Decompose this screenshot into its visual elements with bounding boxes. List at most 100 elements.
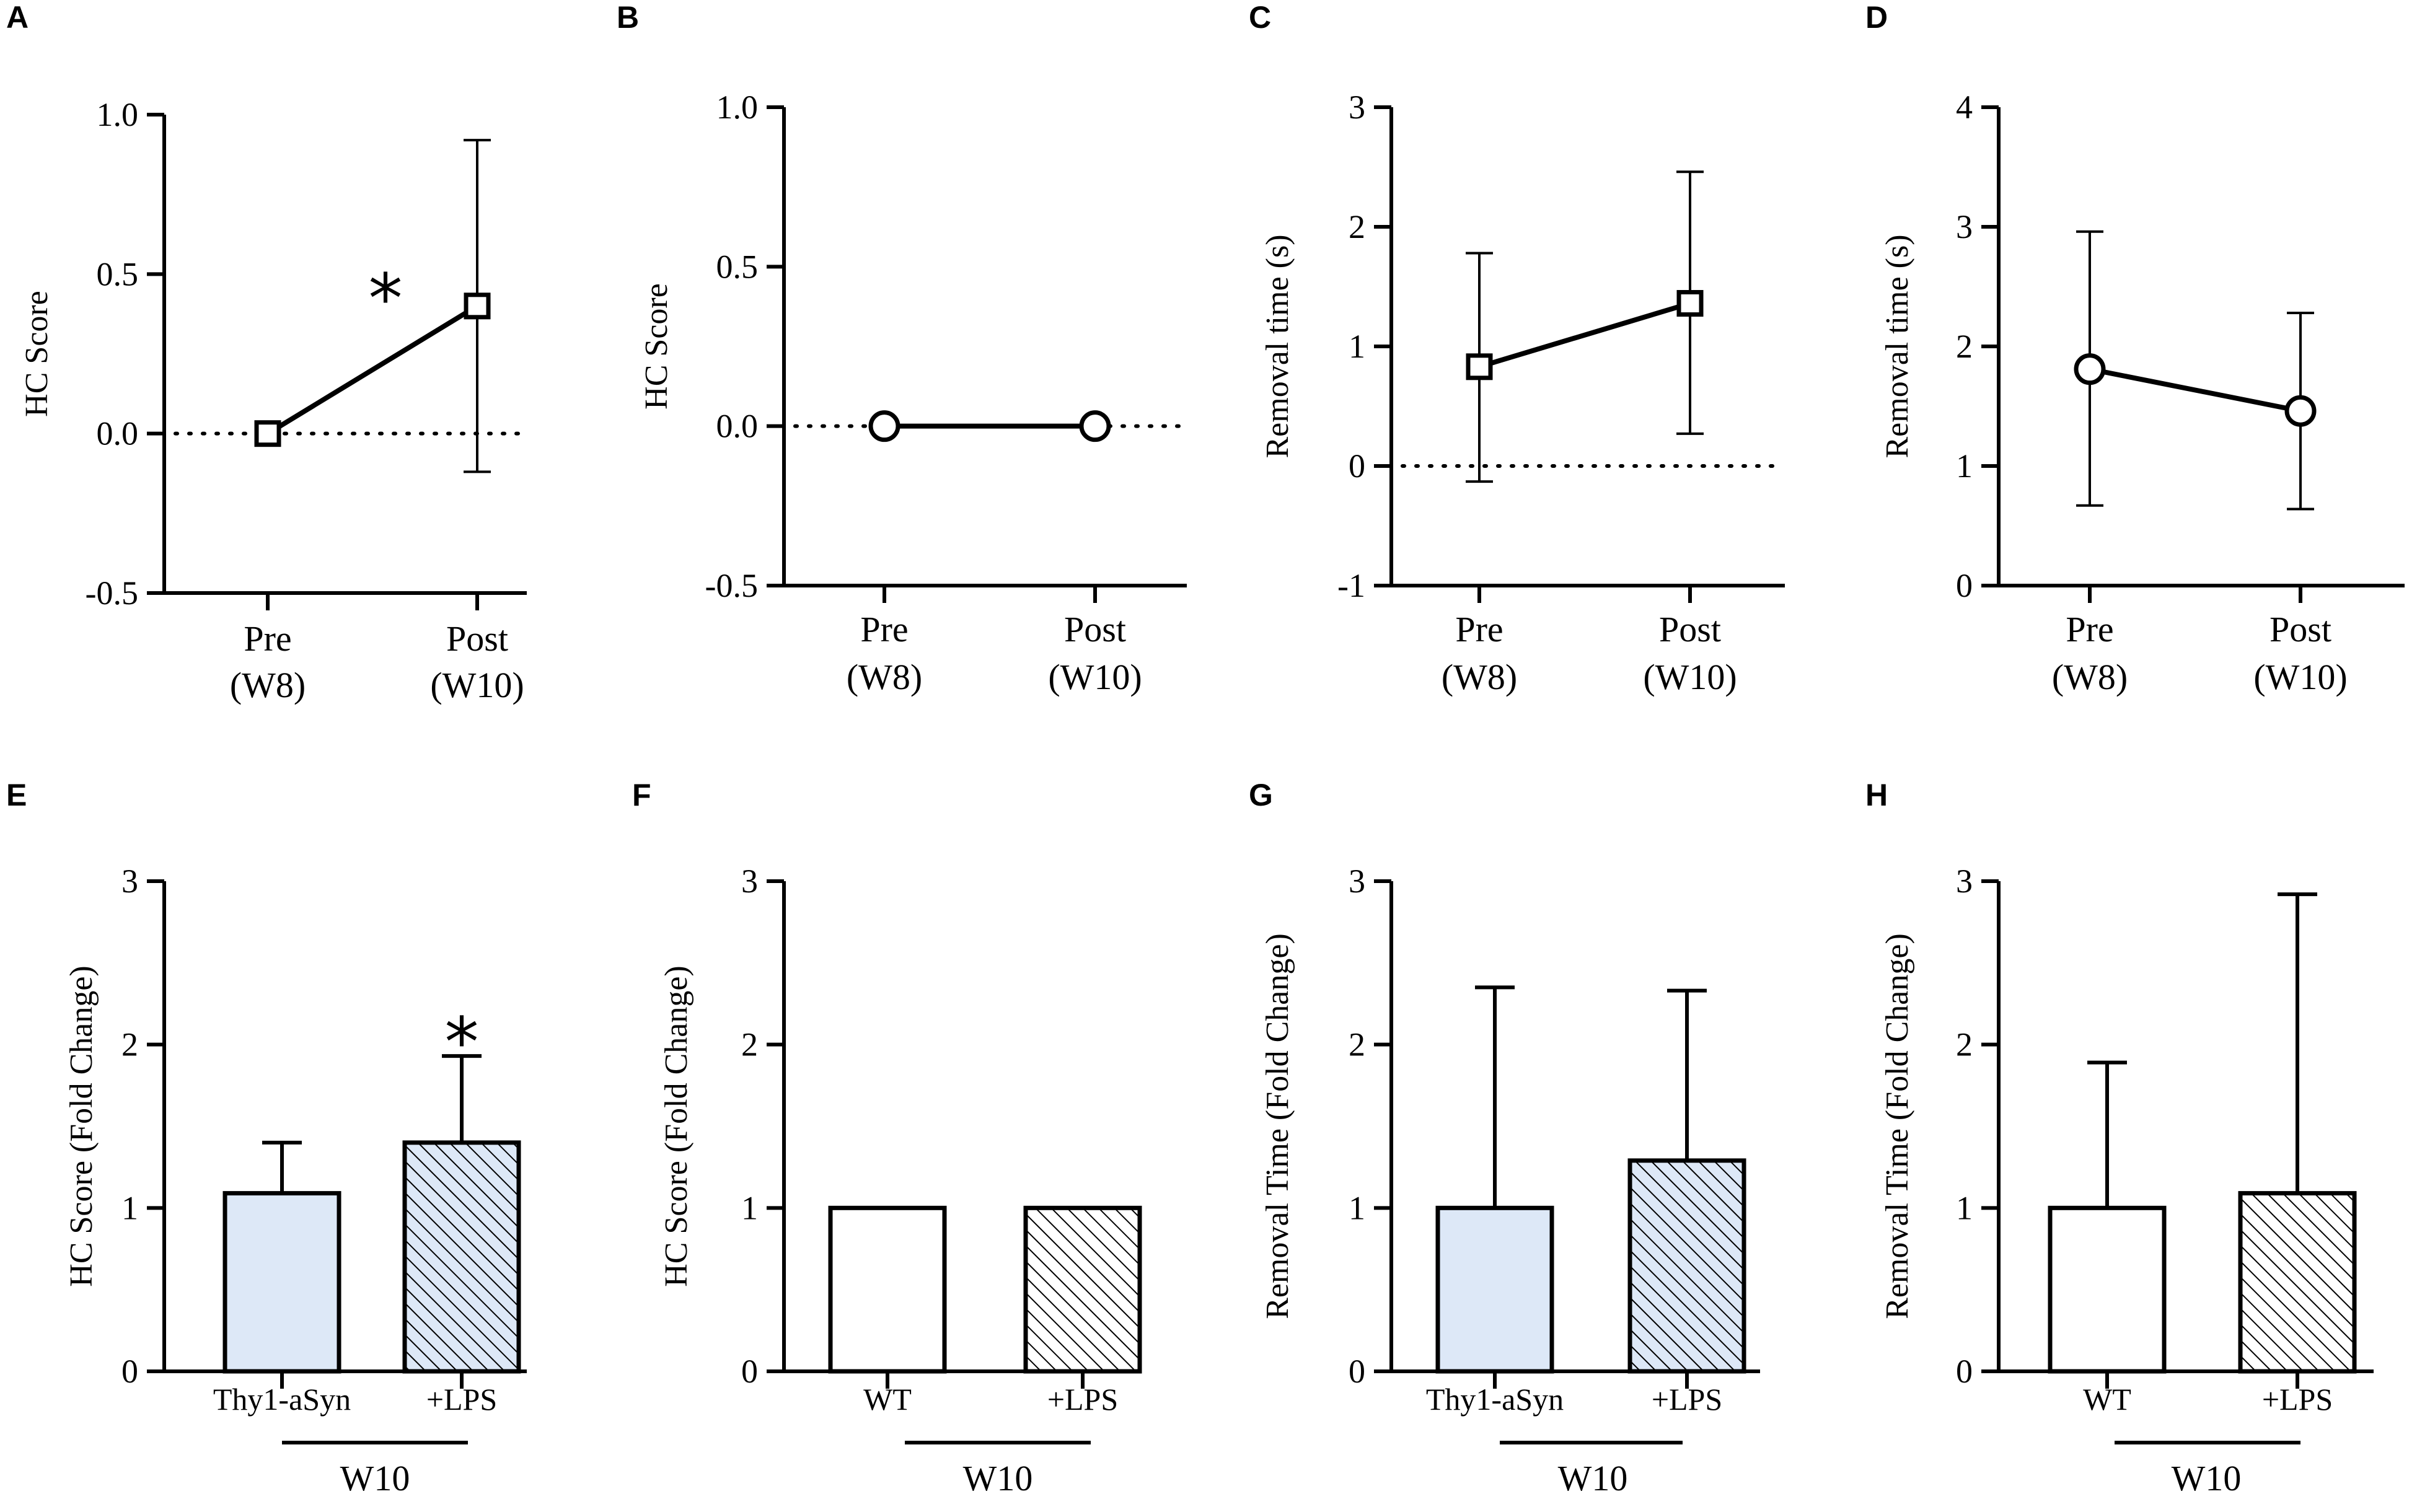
- x-category-label: Pre: [1455, 609, 1503, 649]
- y-tick-label: 0: [1349, 1353, 1365, 1390]
- series-line: [1478, 301, 1691, 369]
- bar: [402, 1140, 521, 1374]
- group-label: W10: [963, 1458, 1033, 1498]
- panel-letter: A: [6, 0, 29, 35]
- x-category-label: +LPS: [1652, 1382, 1722, 1417]
- significance-star: *: [369, 259, 403, 338]
- y-tick-label: 0: [741, 1353, 758, 1390]
- panel-d: D 0 1 2 3 4 Removal time (s) Pre (W8) Post (W10): [1865, 0, 2405, 697]
- y-tick-label: 4: [1956, 89, 1973, 126]
- panel-f: F 0 1 2 3 HC Score (Fold Change) WT +LPS W10: [632, 778, 1142, 1498]
- panel-letter: C: [1249, 0, 1271, 35]
- x-category-label: Thy1-aSyn: [1426, 1382, 1564, 1417]
- x-category-label: +LPS: [2262, 1382, 2333, 1417]
- panel-h: H 0 1 2 3 Removal Time (Fold Change) WT +LPS W10: [1865, 778, 2374, 1498]
- y-tick-label: 2: [1349, 208, 1365, 245]
- data-point-circle: [2074, 353, 2106, 385]
- x-category-label: +LPS: [426, 1382, 497, 1417]
- data-point-square: [254, 420, 281, 447]
- y-tick-label: 1: [1956, 1189, 1973, 1226]
- x-category-label: Pre: [244, 618, 291, 659]
- y-tick-label: 0: [121, 1353, 138, 1390]
- x-category-sublabel: (W10): [1048, 657, 1142, 697]
- y-tick-label: 1: [1349, 1189, 1365, 1226]
- x-category-label: +LPS: [1047, 1382, 1118, 1417]
- bar: [1023, 1205, 1142, 1374]
- y-tick-label: 2: [741, 1026, 758, 1063]
- panel-letter: B: [617, 0, 639, 35]
- y-tick-label: 1: [1349, 328, 1365, 365]
- panel-letter: H: [1865, 778, 1888, 812]
- bar: [2238, 1191, 2357, 1374]
- data-point-square: [1676, 290, 1704, 317]
- panel-b: B -0.5 0.0 0.5 1.0 HC Score Pre (W8) Post (W10): [617, 0, 1187, 697]
- x-category-sublabel: (W8): [847, 657, 922, 697]
- data-point-circle: [1079, 410, 1111, 442]
- panel-c: C -1 0 1 2 3 Removal time (s) Pre (W8) Post (W10): [1249, 0, 1785, 697]
- y-tick-label: 2: [1349, 1026, 1365, 1063]
- y-tick-label: 3: [741, 863, 758, 900]
- y-tick-label: -1: [1337, 567, 1365, 604]
- y-tick-label: 1: [741, 1189, 758, 1226]
- bar: [1627, 1158, 1746, 1374]
- y-tick-label: -0.5: [86, 574, 138, 612]
- x-category-label: WT: [863, 1382, 912, 1417]
- y-axis-title: HC Score (Fold Change): [659, 965, 694, 1286]
- x-category-sublabel: (W8): [230, 665, 306, 705]
- y-tick-label: 3: [1349, 863, 1365, 900]
- panel-e: E 0 1 2 3 HC Score (Fold Change) Thy1-aSyn +LPS…: [6, 778, 527, 1498]
- x-category-sublabel: (W8): [1442, 657, 1517, 697]
- y-tick-label: 3: [1349, 89, 1365, 126]
- bar: [2048, 1205, 2167, 1374]
- series-line: [266, 304, 479, 436]
- y-tick-label: 3: [1956, 208, 1973, 245]
- panel-letter: E: [6, 778, 27, 812]
- y-tick-label: 3: [121, 863, 138, 900]
- x-category-label: Post: [1064, 609, 1126, 649]
- y-tick-label: 1.0: [716, 89, 759, 126]
- bar: [828, 1205, 947, 1374]
- y-axis-title: Removal Time (Fold Change): [1880, 933, 1915, 1319]
- y-tick-label: 2: [1956, 328, 1973, 365]
- y-tick-label: 0.5: [97, 255, 139, 292]
- y-tick-label: 0: [1956, 1353, 1973, 1390]
- x-category-label: Post: [1659, 609, 1721, 649]
- x-category-label: Pre: [860, 609, 908, 649]
- y-tick-label: 1: [121, 1189, 138, 1226]
- x-category-sublabel: (W10): [2253, 657, 2347, 697]
- x-category-label: WT: [2083, 1382, 2131, 1417]
- panel-letter: D: [1865, 0, 1888, 35]
- x-category-label: Post: [446, 618, 508, 659]
- y-tick-label: 0.0: [97, 415, 139, 452]
- x-category-sublabel: (W10): [1643, 657, 1737, 697]
- bar: [1435, 1205, 1554, 1374]
- y-axis-title: Removal time (s): [1880, 234, 1915, 458]
- y-tick-label: 0: [1956, 567, 1973, 604]
- data-point-square: [1466, 353, 1493, 380]
- y-axis-title: HC Score: [639, 283, 674, 410]
- y-tick-label: -0.5: [705, 567, 758, 604]
- y-tick-label: 1.0: [97, 96, 139, 133]
- data-point-circle: [868, 410, 900, 442]
- y-axis-title: Removal Time (Fold Change): [1260, 933, 1295, 1319]
- group-label: W10: [1558, 1458, 1628, 1498]
- y-axis-title: HC Score (Fold Change): [64, 965, 99, 1286]
- x-category-label: Post: [2270, 609, 2331, 649]
- y-tick-label: 0: [1349, 447, 1365, 485]
- y-tick-label: 2: [1956, 1026, 1973, 1063]
- x-category-sublabel: (W8): [2052, 657, 2128, 697]
- panel-letter: G: [1249, 778, 1273, 812]
- y-tick-label: 0.0: [716, 408, 759, 445]
- significance-star: *: [445, 1003, 479, 1082]
- y-tick-label: 3: [1956, 863, 1973, 900]
- panel-letter: F: [632, 778, 651, 812]
- x-category-sublabel: (W10): [430, 665, 524, 705]
- group-label: W10: [2172, 1458, 2242, 1498]
- panel-a: A -0.5 0.0 0.5 1.0 HC Score Pre (W8) Post (W10) *: [6, 0, 527, 705]
- y-tick-label: 2: [121, 1026, 138, 1063]
- y-axis-title: Removal time (s): [1260, 234, 1295, 458]
- y-axis-title: HC Score: [19, 291, 55, 417]
- bar: [222, 1191, 341, 1374]
- x-category-label: Pre: [2066, 609, 2113, 649]
